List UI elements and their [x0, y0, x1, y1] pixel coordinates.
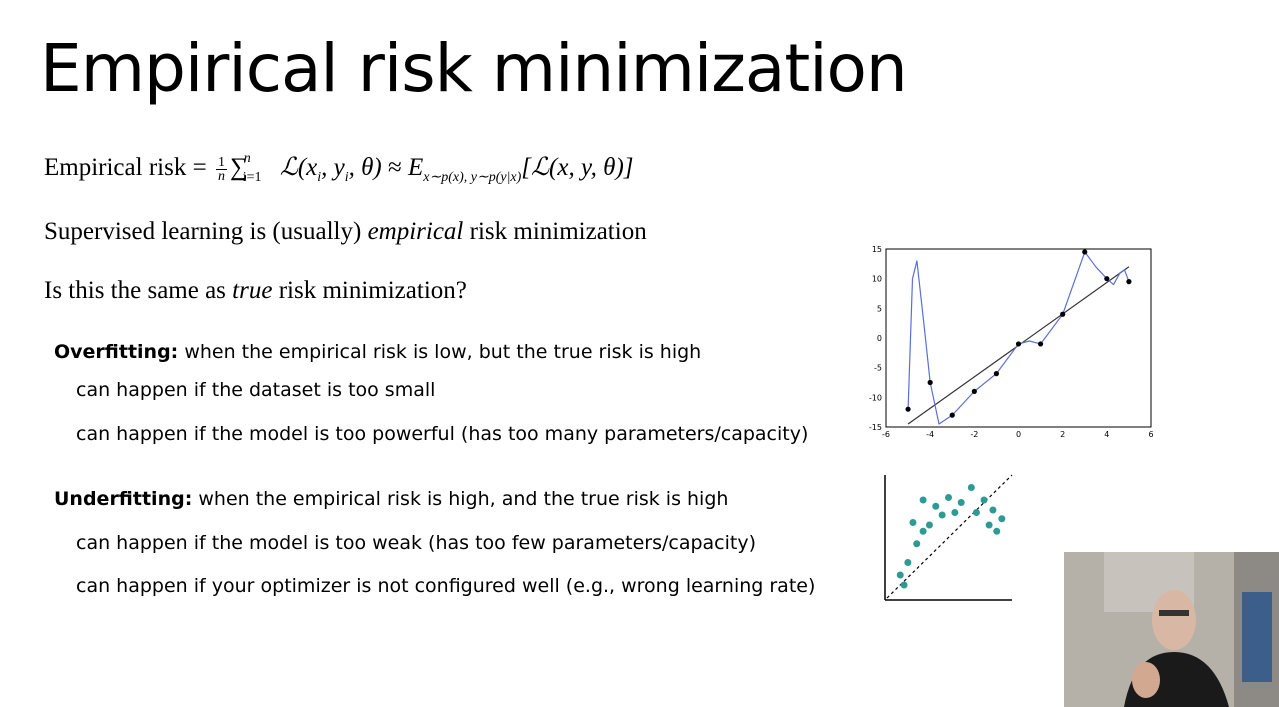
- equation-approx: ≈: [388, 154, 402, 181]
- data-point: [957, 499, 965, 506]
- y-tick-label: 5: [877, 304, 882, 313]
- y-tick-label: 15: [872, 245, 882, 254]
- data-point: [971, 388, 977, 394]
- underfitting-reason: can happen if the model is too weak (has…: [76, 532, 757, 554]
- underfit-line: [886, 474, 1013, 599]
- data-point: [904, 559, 912, 566]
- data-point: [1060, 311, 1066, 317]
- x-tick-label: 6: [1148, 430, 1153, 439]
- equation-sum: ∑: [229, 154, 248, 181]
- data-point: [927, 379, 933, 386]
- data-point: [1037, 341, 1044, 347]
- x-tick-label: -6: [882, 430, 890, 439]
- data-point: [896, 571, 904, 579]
- underfit-plot: [884, 474, 1013, 601]
- y-tick-label: 0: [877, 334, 882, 343]
- data-point: [980, 496, 988, 504]
- data-point: [919, 496, 927, 504]
- overfit-curve: [907, 251, 1130, 425]
- data-point: [919, 527, 927, 535]
- risk-equation: Empirical risk = 1 n ∑ni=1 ℒ(xi, yi, θ) ≈ …: [44, 150, 634, 185]
- data-point: [972, 509, 980, 516]
- data-point: [938, 511, 946, 519]
- data-point: [993, 371, 1000, 377]
- x-tick-label: -2: [970, 430, 978, 439]
- x-tick-label: 4: [1104, 430, 1109, 439]
- x-tick-label: 0: [1016, 430, 1021, 439]
- underfitting-definition: Underfitting: when the empirical risk is…: [54, 488, 729, 510]
- data-point: [951, 509, 959, 516]
- equation-term: ℒ(xi, yi, θ): [279, 154, 382, 185]
- presenter-webcam: [1064, 552, 1279, 707]
- overfit-plot: -6 -4 -2 0 2 4 6 15 10 5 0 -5 -10 -15: [869, 245, 1154, 439]
- equation-expectation: Ex∼p(x), y∼p(y|x)[ℒ(x, y, θ)]: [407, 154, 634, 185]
- true-risk-question: Is this the same as true risk minimizati…: [44, 277, 467, 304]
- presenter-video-icon: [1064, 552, 1279, 707]
- slide-title: Empirical risk minimization: [40, 30, 908, 107]
- data-point: [989, 506, 997, 514]
- data-point: [1082, 249, 1088, 255]
- data-point: [993, 527, 1001, 535]
- data-point: [1015, 341, 1022, 347]
- equation-lhs: Empirical risk: [44, 154, 187, 181]
- data-point: [905, 406, 911, 412]
- data-point: [1104, 276, 1110, 282]
- supervised-line: Supervised learning is (usually) empiric…: [44, 218, 647, 245]
- x-tick-label: -4: [926, 430, 934, 439]
- data-point: [1126, 279, 1132, 285]
- equation-equals: =: [192, 154, 207, 181]
- data-point: [913, 540, 921, 548]
- y-tick-label: -10: [869, 393, 882, 402]
- data-point: [909, 519, 917, 526]
- data-point: [925, 521, 933, 529]
- x-tick-label: 2: [1060, 430, 1065, 439]
- y-tick-label: -5: [874, 364, 882, 373]
- y-tick-label: 10: [872, 275, 882, 284]
- overfitting-reason: can happen if the model is too powerful …: [76, 423, 809, 445]
- overfitting-reason: can happen if the dataset is too small: [76, 379, 436, 401]
- y-tick-label: -15: [869, 423, 882, 432]
- overfitting-definition: Overfitting: when the empirical risk is …: [54, 341, 702, 363]
- data-point: [967, 484, 975, 491]
- data-point: [932, 502, 940, 510]
- underfitting-reason: can happen if your optimizer is not conf…: [76, 575, 816, 597]
- data-point: [900, 581, 908, 589]
- data-point: [949, 412, 955, 418]
- data-point: [985, 521, 993, 529]
- data-point: [998, 515, 1006, 523]
- data-point: [945, 494, 952, 501]
